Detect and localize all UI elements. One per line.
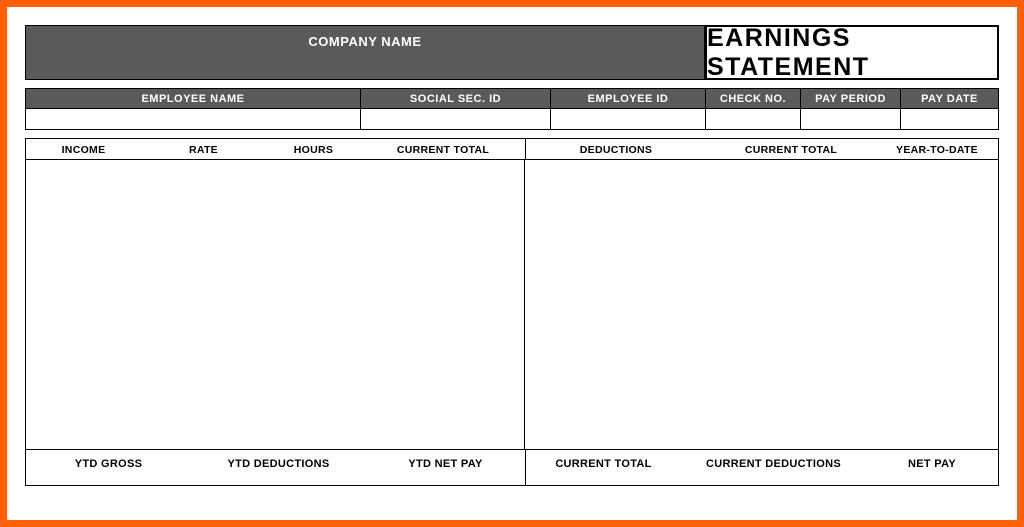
field-check-no[interactable] (705, 108, 800, 130)
col-deductions: DEDUCTIONS (526, 138, 706, 160)
label-pay-date: PAY DATE (900, 88, 999, 108)
footer-net-pay: NET PAY (866, 450, 999, 486)
employee-info-labels: EMPLOYEE NAME SOCIAL SEC. ID EMPLOYEE ID… (25, 88, 999, 108)
footer-ytd-net-pay: YTD NET PAY (366, 450, 526, 486)
spacer (25, 130, 999, 138)
label-ssn: SOCIAL SEC. ID (360, 88, 550, 108)
label-employee-name: EMPLOYEE NAME (25, 88, 360, 108)
field-employee-name[interactable] (25, 108, 360, 130)
col-income: INCOME (26, 138, 141, 160)
column-headers: INCOME RATE HOURS CURRENT TOTAL DEDUCTIO… (25, 138, 999, 160)
statement-title: EARNINGS STATEMENT (705, 25, 999, 80)
col-hours: HOURS (266, 138, 361, 160)
col-year-to-date: YEAR-TO-DATE (876, 138, 999, 160)
field-pay-date[interactable] (900, 108, 999, 130)
employee-info-values (25, 108, 999, 130)
page: COMPANY NAME EARNINGS STATEMENT EMPLOYEE… (7, 7, 1017, 520)
header-row: COMPANY NAME EARNINGS STATEMENT (25, 25, 999, 80)
footer-current-deductions: CURRENT DEDUCTIONS (681, 450, 866, 486)
earnings-statement-form: COMPANY NAME EARNINGS STATEMENT EMPLOYEE… (25, 25, 999, 508)
footer-ytd-deductions: YTD DEDUCTIONS (191, 450, 366, 486)
footer-current-total: CURRENT TOTAL (526, 450, 681, 486)
label-check-no: CHECK NO. (705, 88, 800, 108)
deductions-panel[interactable] (525, 160, 999, 450)
field-ssn[interactable] (360, 108, 550, 130)
col-current-total-income: CURRENT TOTAL (361, 138, 526, 160)
field-pay-period[interactable] (800, 108, 900, 130)
income-panel[interactable] (25, 160, 525, 450)
label-employee-id: EMPLOYEE ID (550, 88, 705, 108)
data-body (25, 160, 999, 450)
col-rate: RATE (141, 138, 266, 160)
col-current-total-deductions: CURRENT TOTAL (706, 138, 876, 160)
footer-ytd-gross: YTD GROSS (26, 450, 191, 486)
company-name-header: COMPANY NAME (25, 25, 705, 80)
label-pay-period: PAY PERIOD (800, 88, 900, 108)
field-employee-id[interactable] (550, 108, 705, 130)
totals-footer: YTD GROSS YTD DEDUCTIONS YTD NET PAY CUR… (25, 450, 999, 486)
